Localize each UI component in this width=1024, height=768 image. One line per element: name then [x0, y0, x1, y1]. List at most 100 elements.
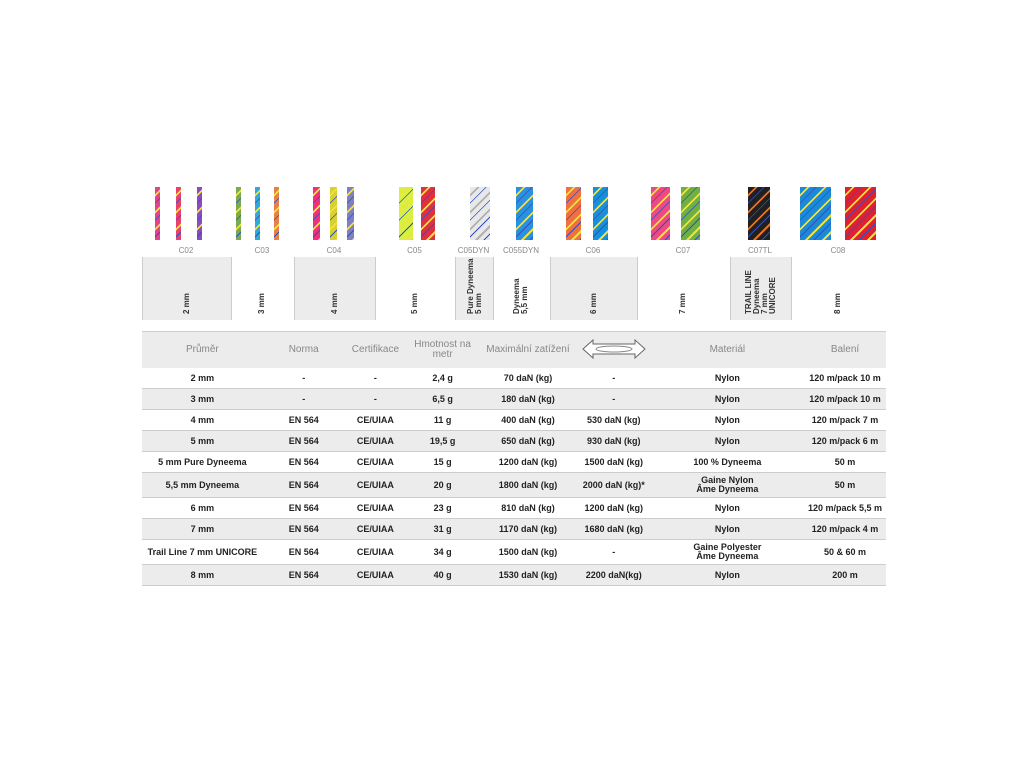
rope-size-label: 7 mm [678, 293, 687, 314]
table-cell: 23 g [406, 497, 479, 519]
table-cell: 1680 daN (kg) [576, 518, 651, 540]
table-cell: 2200 daN(kg) [576, 564, 651, 586]
rope-size-cell: 2 mm [142, 257, 232, 320]
table-cell: 6,5 g [406, 388, 479, 410]
table-cell: Gaine Nylon Âme Dyneema [650, 472, 805, 498]
table-cell: CE/UIAA [344, 564, 407, 586]
table-cell: 5 mm [142, 430, 263, 452]
rope-code: C055DYN [502, 246, 540, 255]
table-row: 2 mm - -2,4 g 70 daN (kg) - Nylon 120 m/pack 1… [142, 368, 886, 389]
table-cell: 1500 daN (kg) [479, 539, 577, 565]
table-cell: EN 564 [262, 430, 345, 452]
column-header: Průměr [142, 331, 263, 368]
table-row: 3 mm - -6,5 g 180 daN (kg) - Nylon 120 m/pack … [142, 388, 886, 410]
rope-sample-image [155, 187, 160, 240]
table-cell: 1530 daN (kg) [479, 564, 577, 586]
table-cell: 34 g [406, 539, 479, 565]
table-cell: 1800 daN (kg) [479, 472, 577, 498]
rope-size-cell: TRAIL LINE Dyneema 7 mm UNICORE [730, 257, 792, 320]
table-cell: 100 % Dyneema [650, 451, 805, 473]
rope-sample-image [255, 187, 260, 240]
column-header: Certifikace [344, 331, 407, 368]
loop-strength-icon [576, 331, 651, 368]
header-label: Průměr [185, 344, 219, 355]
table-cell: 120 m/pack 10 m [804, 388, 886, 410]
rope-code: C02 [178, 246, 194, 255]
table-cell: EN 564 [262, 409, 345, 431]
table-cell: - [576, 539, 651, 565]
rope-size-label: Dyneema 5,5 mm [512, 278, 529, 314]
rope-size-cell: 3 mm [230, 257, 294, 320]
rope-sample-image [176, 187, 181, 240]
table-cell: 180 daN (kg) [479, 388, 577, 410]
rope-size-label: Pure Dyneema 5 mm [465, 258, 483, 314]
rope-size-cell: Dyneema 5,5 mm [492, 257, 550, 320]
rope-sample-image [313, 187, 320, 240]
table-row: 7 mm EN 564 CE/UIAA 31 g 1170 daN (kg) 1680 d… [142, 518, 886, 540]
header-label: Materiál [709, 344, 746, 355]
table-cell: 1200 daN (kg) [576, 497, 651, 519]
table-cell: 40 g [406, 564, 479, 586]
table-cell: 70 daN (kg) [479, 368, 577, 389]
table-cell: 2,4 g [406, 368, 479, 389]
rope-size-cell: 6 mm [550, 257, 638, 320]
rope-spec-table: Průměr Norma Certifikace Hmotnost na metr Ma… [142, 331, 886, 586]
rope-sample-image [399, 187, 413, 240]
table-cell: 20 g [406, 472, 479, 498]
rope-code: C04 [326, 246, 342, 255]
rope-size-label: 6 mm [589, 293, 598, 314]
table-cell: 930 daN (kg) [576, 430, 651, 452]
rope-size-label: 8 mm [833, 293, 842, 314]
table-cell: - [262, 388, 345, 410]
rope-sample-image [274, 187, 279, 240]
table-cell: Nylon [650, 564, 805, 586]
column-header: Materiál [650, 331, 805, 368]
rope-size-label: 2 mm [182, 293, 191, 314]
table-cell: Nylon [650, 409, 805, 431]
table-cell: 120 m/pack 5,5 m [804, 497, 886, 519]
table-cell: 120 m/pack 4 m [804, 518, 886, 540]
table-cell: 5 mm Pure Dyneema [142, 451, 263, 473]
table-cell: - [262, 368, 345, 389]
table-cell: CE/UIAA [344, 539, 407, 565]
rope-code: C05 [407, 246, 422, 255]
table-cell: - [576, 368, 651, 389]
header-label: Hmotnost na metr [414, 339, 471, 360]
table-cell: 400 daN (kg) [479, 409, 577, 431]
rope-sample-image [330, 187, 337, 240]
table-cell: Nylon [650, 430, 805, 452]
table-cell: 50 & 60 m [804, 539, 886, 565]
rope-sample-image [197, 187, 202, 240]
rope-size-cell: Pure Dyneema 5 mm [455, 257, 494, 320]
column-header: Balení [804, 331, 886, 368]
rope-size-cell: 7 mm [636, 257, 730, 320]
header-label: Certifikace [351, 344, 400, 355]
table-cell: 2000 daN (kg)* [576, 472, 651, 498]
rope-size-label: 5 mm [409, 293, 419, 314]
rope-size-label: TRAIL LINE Dyneema 7 mm UNICORE [744, 270, 777, 314]
table-cell: EN 564 [262, 472, 345, 498]
rope-size-label: 4 mm [330, 293, 339, 314]
column-header: Hmotnost na metr [406, 331, 479, 368]
table-cell: EN 564 [262, 451, 345, 473]
table-row: 6 mm EN 564 CE/UIAA 23 g 810 daN (kg) 1200 da… [142, 497, 886, 519]
header-label: Balení [830, 344, 860, 355]
table-cell: 7 mm [142, 518, 263, 540]
table-row: 5,5 mm Dyneema EN 564 CE/UIAA 20 g 1800 daN … [142, 472, 886, 498]
table-cell: CE/UIAA [344, 430, 407, 452]
rope-sample-image [470, 187, 490, 240]
table-cell: EN 564 [262, 518, 345, 540]
rope-size-cell: 5 mm [374, 257, 455, 320]
table-cell: 1500 daN (kg) [576, 451, 651, 473]
header-label: Maximální zatížení [486, 344, 570, 355]
table-cell: 5,5 mm Dyneema [142, 472, 263, 498]
table-cell: Nylon [650, 518, 805, 540]
table-cell: CE/UIAA [344, 409, 407, 431]
rope-sample-image [236, 187, 241, 240]
table-cell: 11 g [406, 409, 479, 431]
table-cell: CE/UIAA [344, 518, 407, 540]
table-cell: Gaine Polyester Âme Dyneema [650, 539, 805, 565]
table-cell: 120 m/pack 7 m [804, 409, 886, 431]
table-cell: 200 m [804, 564, 886, 586]
table-cell: 120 m/pack 6 m [804, 430, 886, 452]
